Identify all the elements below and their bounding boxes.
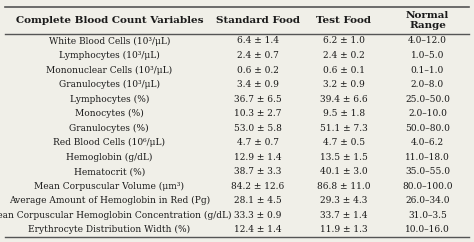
Text: Lymphocytes (%): Lymphocytes (%)	[70, 95, 149, 104]
Text: 6.2 ± 1.0: 6.2 ± 1.0	[323, 37, 365, 45]
Text: 13.5 ± 1.5: 13.5 ± 1.5	[320, 153, 368, 162]
Text: Complete Blood Count Variables: Complete Blood Count Variables	[16, 16, 203, 25]
Text: 2.0–8.0: 2.0–8.0	[411, 80, 444, 89]
Text: 12.4 ± 1.4: 12.4 ± 1.4	[234, 225, 282, 234]
Text: Hematocrit (%): Hematocrit (%)	[73, 167, 145, 176]
Text: 0.6 ± 0.2: 0.6 ± 0.2	[237, 66, 279, 75]
Text: 2.4 ± 0.7: 2.4 ± 0.7	[237, 51, 279, 60]
Text: 1.0–5.0: 1.0–5.0	[411, 51, 444, 60]
Text: Normal
Range: Normal Range	[406, 11, 449, 30]
Text: Erythrocyte Distribution Width (%): Erythrocyte Distribution Width (%)	[28, 225, 191, 234]
Text: 33.3 ± 0.9: 33.3 ± 0.9	[234, 211, 282, 220]
Text: 31.0–3.5: 31.0–3.5	[408, 211, 447, 220]
Text: 4.7 ± 0.5: 4.7 ± 0.5	[323, 138, 365, 147]
Text: 53.0 ± 5.8: 53.0 ± 5.8	[234, 124, 282, 133]
Text: 3.4 ± 0.9: 3.4 ± 0.9	[237, 80, 279, 89]
Text: 26.0–34.0: 26.0–34.0	[405, 196, 450, 205]
Text: 84.2 ± 12.6: 84.2 ± 12.6	[231, 182, 284, 191]
Text: 80.0–100.0: 80.0–100.0	[402, 182, 453, 191]
Text: 0.6 ± 0.1: 0.6 ± 0.1	[323, 66, 365, 75]
Text: Granulocytes (%): Granulocytes (%)	[70, 124, 149, 133]
Text: 4.7 ± 0.7: 4.7 ± 0.7	[237, 138, 279, 147]
Text: Mean Corpuscular Volume (μm³): Mean Corpuscular Volume (μm³)	[34, 182, 184, 191]
Text: Red Blood Cells (10⁶/μL): Red Blood Cells (10⁶/μL)	[53, 138, 165, 147]
Text: Granulocytes (10³/μL): Granulocytes (10³/μL)	[59, 80, 160, 89]
Text: 39.4 ± 6.6: 39.4 ± 6.6	[320, 95, 368, 104]
Text: Standard Food: Standard Food	[216, 16, 300, 25]
Text: 4.0–6.2: 4.0–6.2	[411, 138, 444, 147]
Text: 3.2 ± 0.9: 3.2 ± 0.9	[323, 80, 365, 89]
Text: 2.0–10.0: 2.0–10.0	[408, 109, 447, 118]
Text: 9.5 ± 1.8: 9.5 ± 1.8	[323, 109, 365, 118]
Text: 28.1 ± 4.5: 28.1 ± 4.5	[234, 196, 282, 205]
Text: 51.1 ± 7.3: 51.1 ± 7.3	[320, 124, 368, 133]
Text: 11.0–18.0: 11.0–18.0	[405, 153, 450, 162]
Text: Mean Corpuscular Hemoglobin Concentration (g/dL): Mean Corpuscular Hemoglobin Concentratio…	[0, 211, 231, 220]
Text: Test Food: Test Food	[316, 16, 371, 25]
Text: 6.4 ± 1.4: 6.4 ± 1.4	[237, 37, 279, 45]
Text: 50.0–80.0: 50.0–80.0	[405, 124, 450, 133]
Text: 4.0–12.0: 4.0–12.0	[408, 37, 447, 45]
Text: 36.7 ± 6.5: 36.7 ± 6.5	[234, 95, 282, 104]
Text: 40.1 ± 3.0: 40.1 ± 3.0	[320, 167, 368, 176]
Text: Hemoglobin (g/dL): Hemoglobin (g/dL)	[66, 153, 153, 162]
Text: 0.1–1.0: 0.1–1.0	[411, 66, 444, 75]
Text: 2.4 ± 0.2: 2.4 ± 0.2	[323, 51, 365, 60]
Text: Mononuclear Cells (10³/μL): Mononuclear Cells (10³/μL)	[46, 66, 173, 75]
Text: 12.9 ± 1.4: 12.9 ± 1.4	[234, 153, 282, 162]
Text: Average Amount of Hemoglobin in Red (Pg): Average Amount of Hemoglobin in Red (Pg)	[9, 196, 210, 205]
Text: Lymphocytes (10³/μL): Lymphocytes (10³/μL)	[59, 51, 160, 60]
Text: 11.9 ± 1.3: 11.9 ± 1.3	[320, 225, 368, 234]
Text: 25.0–50.0: 25.0–50.0	[405, 95, 450, 104]
Text: Monocytes (%): Monocytes (%)	[75, 109, 144, 118]
Text: White Blood Cells (10³/μL): White Blood Cells (10³/μL)	[48, 36, 170, 45]
Text: 38.7 ± 3.3: 38.7 ± 3.3	[234, 167, 282, 176]
Text: 10.3 ± 2.7: 10.3 ± 2.7	[234, 109, 282, 118]
Text: 29.3 ± 4.3: 29.3 ± 4.3	[320, 196, 367, 205]
Text: 10.0–16.0: 10.0–16.0	[405, 225, 450, 234]
Text: 86.8 ± 11.0: 86.8 ± 11.0	[317, 182, 371, 191]
Text: 33.7 ± 1.4: 33.7 ± 1.4	[320, 211, 368, 220]
Text: 35.0–55.0: 35.0–55.0	[405, 167, 450, 176]
